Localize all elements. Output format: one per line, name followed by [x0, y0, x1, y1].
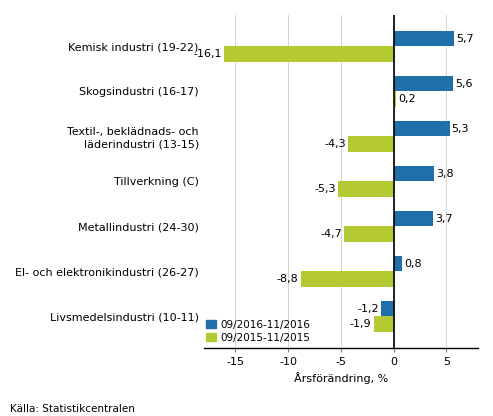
Bar [381, 301, 393, 317]
Bar [393, 256, 402, 271]
Bar [338, 181, 393, 197]
Bar [344, 226, 393, 242]
Bar [393, 210, 433, 226]
Text: 5,6: 5,6 [455, 79, 472, 89]
Bar [393, 92, 396, 107]
Text: -4,3: -4,3 [324, 139, 346, 149]
Bar [348, 136, 393, 152]
Bar [393, 31, 454, 47]
Text: -5,3: -5,3 [314, 184, 336, 194]
Text: -1,2: -1,2 [357, 304, 379, 314]
Text: 3,8: 3,8 [436, 168, 454, 178]
Bar [393, 76, 453, 92]
Text: 0,2: 0,2 [398, 94, 416, 104]
Text: Källa: Statistikcentralen: Källa: Statistikcentralen [10, 404, 135, 414]
X-axis label: Årsförändring, %: Årsförändring, % [294, 372, 388, 384]
Text: -8,8: -8,8 [277, 274, 299, 284]
Bar [393, 121, 450, 136]
Text: 3,7: 3,7 [435, 213, 453, 223]
Bar [224, 47, 393, 62]
Bar [374, 317, 393, 332]
Text: 5,3: 5,3 [452, 124, 469, 134]
Text: 0,8: 0,8 [404, 258, 422, 269]
Text: -1,9: -1,9 [350, 319, 371, 329]
Text: 5,7: 5,7 [456, 34, 473, 44]
Text: -4,7: -4,7 [320, 229, 342, 239]
Text: -16,1: -16,1 [193, 50, 221, 59]
Bar [393, 166, 434, 181]
Legend: 09/2016-11/2016, 09/2015-11/2015: 09/2016-11/2016, 09/2015-11/2015 [206, 319, 311, 343]
Bar [301, 271, 393, 287]
